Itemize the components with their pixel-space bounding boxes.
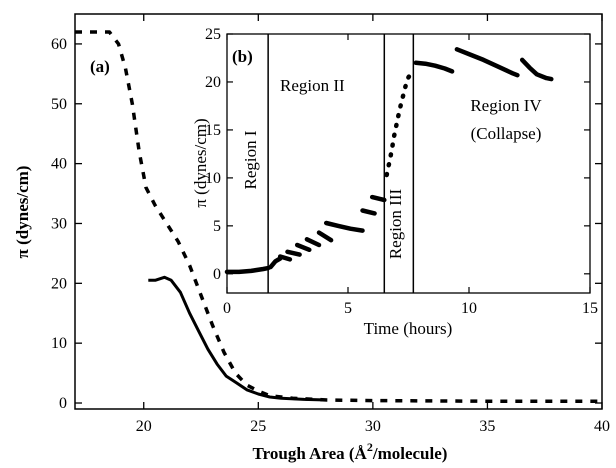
inset-data-segment bbox=[454, 47, 520, 78]
inset-x-tick-label: 10 bbox=[461, 300, 477, 317]
inset-y-tick-label: 15 bbox=[205, 122, 221, 139]
region-iii-label: Region III bbox=[386, 188, 405, 259]
inset-data-segment bbox=[316, 230, 334, 243]
inset-x-tick-label: 5 bbox=[344, 300, 352, 317]
y-tick-label: 40 bbox=[51, 156, 67, 173]
inset-x-axis-title: Time (hours) bbox=[364, 319, 453, 338]
inset-data-segment bbox=[360, 208, 377, 216]
inset-region-boundaries bbox=[267, 34, 415, 293]
main-plot-series bbox=[75, 30, 602, 403]
inset-plot-panel-b: 0 5 10 15 0 5 10 15 20 25 (b) π (dynes/cm) Time (… bbox=[191, 26, 598, 338]
dashed-isotherm-line bbox=[75, 30, 602, 403]
inset-data-segment bbox=[277, 254, 293, 262]
inset-y-tick-label: 25 bbox=[205, 26, 221, 43]
x-tick-label: 20 bbox=[136, 418, 152, 435]
inset-x-tick-label: 15 bbox=[582, 300, 598, 317]
main-panel-letter: (a) bbox=[90, 57, 110, 76]
x-tick-label: 35 bbox=[479, 418, 495, 435]
x-axis-title-superscript: 2 bbox=[367, 440, 373, 454]
y-tick-label: 20 bbox=[51, 275, 67, 292]
x-tick-label: 25 bbox=[250, 418, 266, 435]
inset-plot-frame bbox=[226, 33, 591, 294]
inset-y-tick-label: 10 bbox=[205, 170, 221, 187]
inset-data-segment bbox=[294, 242, 312, 253]
solid-isotherm-line bbox=[148, 275, 328, 402]
x-axis-title-main: Trough Area (Å bbox=[253, 444, 368, 463]
inset-data-segment bbox=[369, 194, 387, 203]
inset-y-tick-label: 5 bbox=[213, 218, 221, 235]
main-plot-frame bbox=[74, 13, 603, 410]
region-i-label: Region I bbox=[241, 130, 260, 189]
region-ii-label: Region II bbox=[280, 76, 345, 95]
inset-data-segment bbox=[519, 57, 554, 82]
y-tick-label: 50 bbox=[51, 96, 67, 113]
inset-data-segment bbox=[304, 237, 322, 248]
inset-data-series bbox=[224, 47, 554, 275]
y-tick-label: 10 bbox=[51, 335, 67, 352]
inset-x-tick-label: 0 bbox=[223, 300, 231, 317]
inset-data-segment bbox=[413, 60, 455, 74]
inset-data-segment bbox=[268, 256, 283, 270]
inset-data-segment bbox=[285, 249, 302, 257]
main-y-axis-title: π (dynes/cm) bbox=[13, 166, 32, 259]
inset-axis-ticks: 0 5 10 15 0 5 10 15 20 25 bbox=[205, 26, 598, 317]
inset-data-segment bbox=[384, 70, 415, 178]
inset-y-tick-label: 20 bbox=[205, 74, 221, 91]
region-iv-label: Region IV bbox=[470, 96, 542, 115]
inset-y-axis-title: π (dynes/cm) bbox=[191, 118, 210, 207]
x-tick-label: 40 bbox=[594, 418, 610, 435]
x-tick-label: 30 bbox=[365, 418, 381, 435]
x-axis-title-tail: /molecule) bbox=[372, 444, 448, 463]
inset-panel-letter: (b) bbox=[232, 47, 253, 66]
inset-y-tick-label: 0 bbox=[213, 266, 221, 283]
main-x-axis-title: Trough Area (Å2/molecule) bbox=[253, 440, 448, 463]
inset-data-segment bbox=[323, 220, 365, 233]
y-tick-label: 60 bbox=[51, 36, 67, 53]
y-tick-label: 0 bbox=[59, 395, 67, 412]
inset-data-segment bbox=[224, 265, 271, 275]
y-tick-label: 30 bbox=[51, 215, 67, 232]
region-iv-sublabel: (Collapse) bbox=[471, 124, 542, 143]
